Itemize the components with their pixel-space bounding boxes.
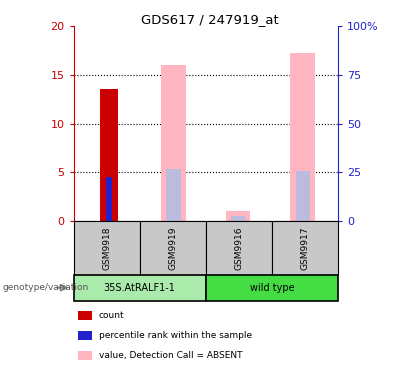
Text: GSM9919: GSM9919 [168,226,177,270]
Text: 35S.AtRALF1-1: 35S.AtRALF1-1 [104,283,176,293]
Text: percentile rank within the sample: percentile rank within the sample [99,331,252,340]
Text: genotype/variation: genotype/variation [2,283,88,292]
Bar [226,211,250,221]
Text: GDS617 / 247919_at: GDS617 / 247919_at [141,13,279,26]
Bar [100,89,118,221]
Text: GSM9917: GSM9917 [301,226,310,270]
Bar [161,65,186,221]
Bar [296,172,310,221]
Bar [290,53,315,221]
Bar [166,169,181,221]
Text: value, Detection Call = ABSENT: value, Detection Call = ABSENT [99,351,242,360]
Bar [106,178,112,221]
Bar [231,216,245,221]
Text: GSM9918: GSM9918 [102,226,111,270]
Text: GSM9916: GSM9916 [234,226,243,270]
Text: wild type: wild type [249,283,294,293]
Text: count: count [99,311,124,320]
